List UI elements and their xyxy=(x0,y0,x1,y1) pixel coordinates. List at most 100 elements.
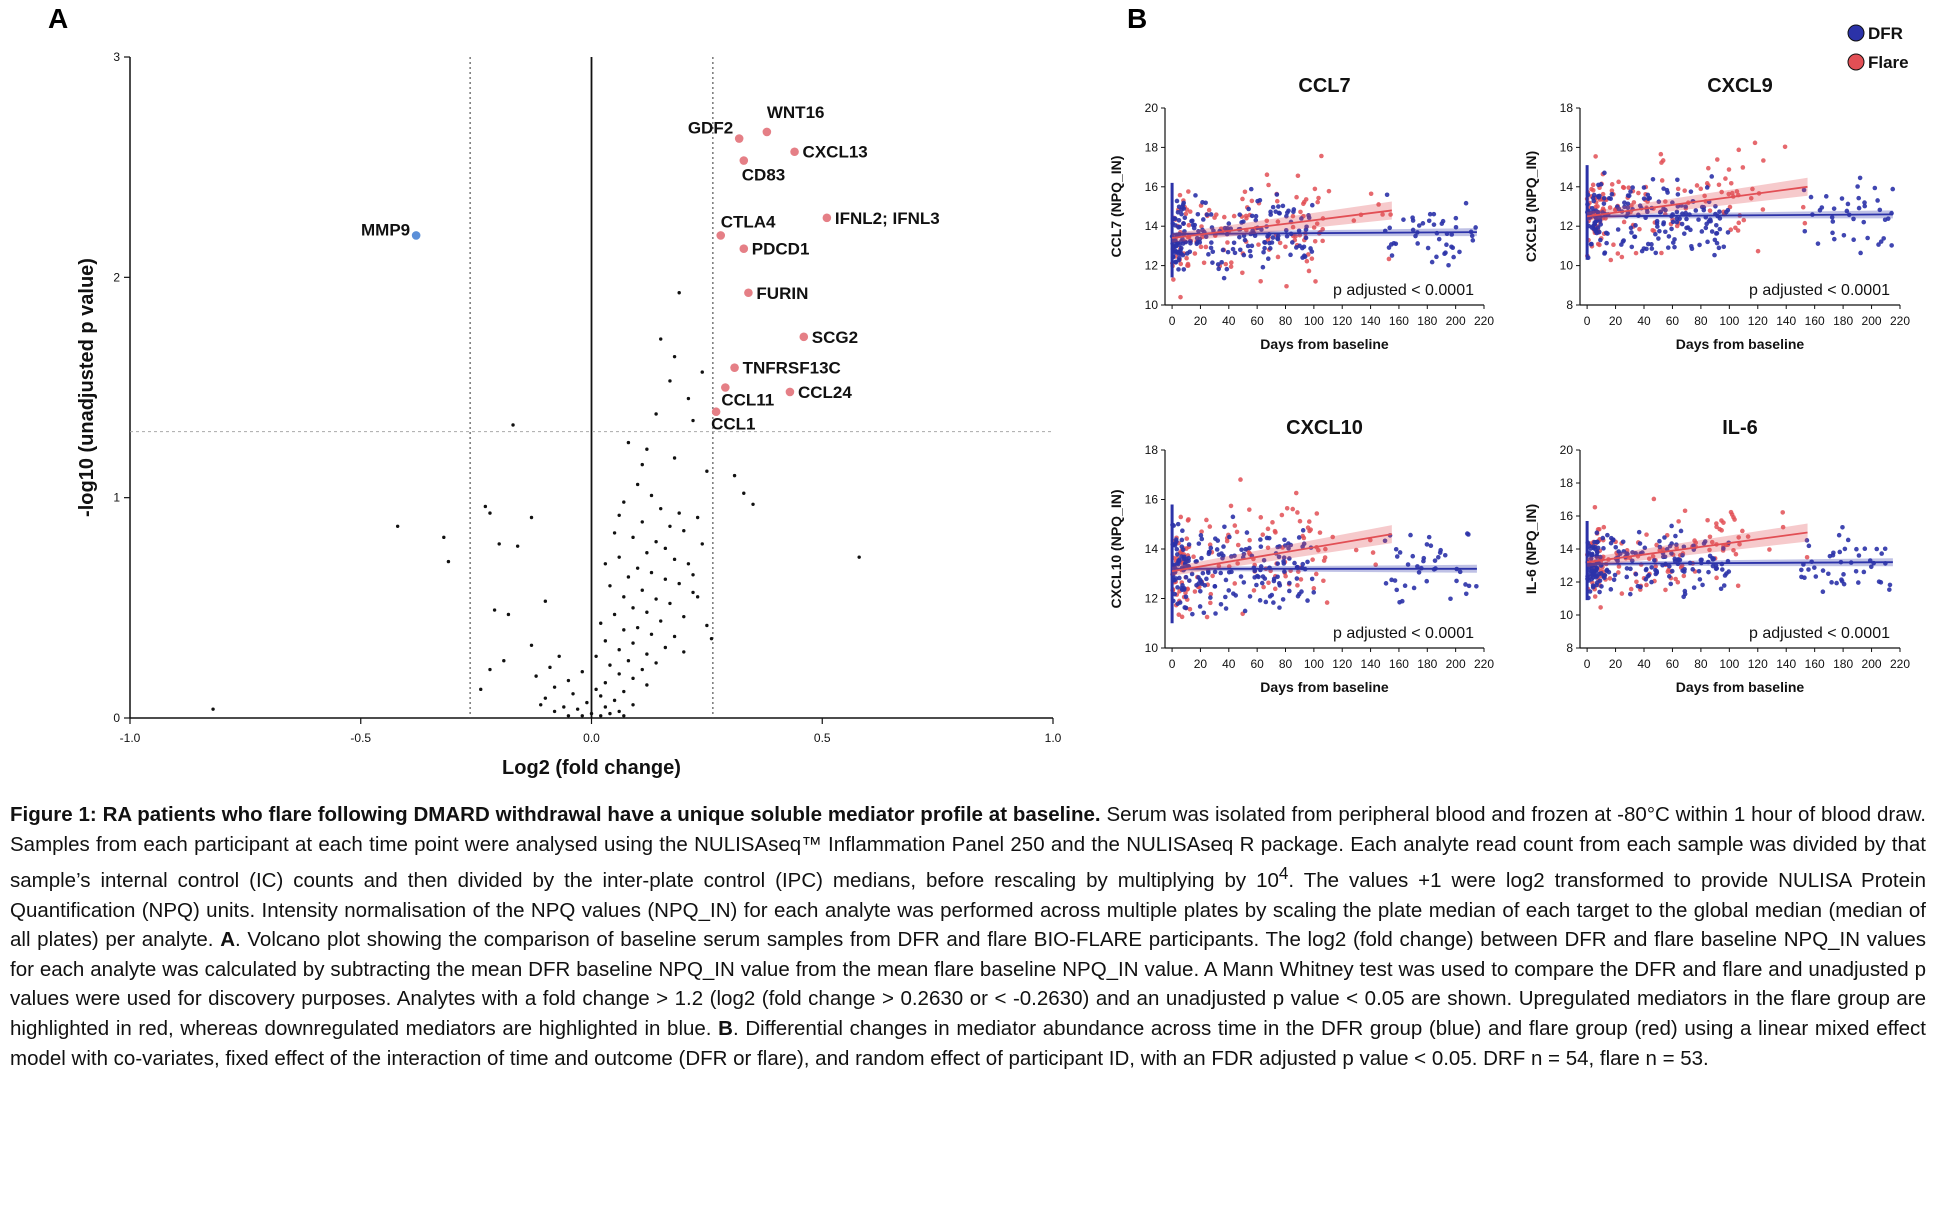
time-plot-dfr-point xyxy=(1649,242,1654,247)
time-plot-dfr-point xyxy=(1179,211,1184,217)
time-plot-dfr-point xyxy=(1291,209,1296,215)
time-plot-flare-point xyxy=(1186,517,1191,522)
time-plot-flare-point xyxy=(1702,193,1707,199)
volcano-point xyxy=(663,577,668,581)
time-plot-flare-point xyxy=(1234,529,1240,535)
time-plot-flare-point xyxy=(1225,240,1230,245)
time-plot-dfr-point xyxy=(1209,225,1215,230)
time-plot-dfr-point xyxy=(1172,591,1178,597)
time-plot-dfr-point xyxy=(1180,252,1186,258)
time-plot-flare-point xyxy=(1224,538,1230,544)
time-plot-dfr-point xyxy=(1282,569,1287,574)
time-plot-flare-point xyxy=(1314,511,1320,516)
time-plot-flare-point xyxy=(1745,534,1751,539)
time-plot-dfr-point xyxy=(1615,227,1621,232)
time-plot-dfr-point xyxy=(1436,236,1442,242)
time-plot-dfr-point xyxy=(1721,583,1727,588)
volcano-point-label: CXCL13 xyxy=(803,143,868,162)
time-plot-dfr-point xyxy=(1239,547,1244,553)
time-plot-dfr-point xyxy=(1868,564,1874,570)
flare-ci-band xyxy=(1172,525,1392,576)
time-plot-dfr-point xyxy=(1817,207,1823,213)
time-plot-x-tick-label: 60 xyxy=(1666,314,1680,328)
time-plot-flare-point xyxy=(1290,506,1296,512)
time-plot-dfr-point xyxy=(1466,583,1472,589)
time-plot-dfr-point xyxy=(1681,544,1687,550)
volcano-point xyxy=(617,513,621,517)
volcano-point xyxy=(626,659,631,663)
time-plot-flare-point xyxy=(1315,199,1320,205)
time-plot-dfr-point xyxy=(1704,221,1709,227)
time-plot-dfr-point xyxy=(1662,535,1667,540)
time-plot-dfr-point xyxy=(1274,192,1280,197)
time-plot-dfr-point xyxy=(1226,588,1232,593)
time-plot-dfr-point xyxy=(1628,566,1633,572)
time-plot-flare-point xyxy=(1192,251,1198,256)
time-plot-dfr-point xyxy=(1299,216,1304,221)
time-plot-dfr-point xyxy=(1187,249,1193,255)
time-plot-dfr-point xyxy=(1613,544,1619,550)
time-plot-flare-point xyxy=(1242,189,1248,195)
time-plot-flare-point xyxy=(1311,225,1317,230)
time-plot-dfr-point xyxy=(1876,579,1882,584)
time-plot-dfr-point xyxy=(1717,226,1723,232)
time-plot-dfr-point xyxy=(1287,580,1292,586)
time-plot-dfr-point xyxy=(1449,244,1454,250)
time-plot-flare-point xyxy=(1235,542,1241,548)
volcano-point xyxy=(635,566,640,570)
time-plot-flare-point xyxy=(1666,567,1671,573)
time-plot-dfr-point xyxy=(1270,204,1276,210)
volcano-point xyxy=(631,535,635,540)
time-plot-dfr-point xyxy=(1443,250,1448,256)
time-plot-dfr-point xyxy=(1179,537,1185,543)
time-plot-dfr-point xyxy=(1644,246,1649,252)
time-plot-flare-point xyxy=(1243,213,1249,219)
volcano-point xyxy=(649,570,654,575)
time-plot-dfr-point xyxy=(1614,204,1620,209)
time-plot-flare-point xyxy=(1717,526,1722,532)
volcano-point xyxy=(659,619,663,623)
time-plot-dfr-point xyxy=(1438,547,1443,553)
time-plot-dfr-point xyxy=(1646,573,1652,578)
time-plot-flare-point xyxy=(1272,586,1278,592)
time-plot-dfr-point xyxy=(1682,566,1687,572)
time-plot-flare-point xyxy=(1741,217,1747,223)
time-plot-flare-point xyxy=(1238,477,1243,482)
time-plot-flare-point xyxy=(1210,573,1215,579)
volcano-highlighted-point xyxy=(744,288,753,298)
time-plot-dfr-point xyxy=(1237,234,1242,240)
time-plot-dfr-point xyxy=(1675,192,1681,197)
time-plot-x-tick-label: 200 xyxy=(1446,657,1466,671)
time-plot-flare-point xyxy=(1312,238,1318,244)
time-plot-dfr-point xyxy=(1696,217,1701,222)
time-plot-dfr-point xyxy=(1721,546,1726,551)
time-plot-dfr-point xyxy=(1393,241,1399,247)
time-plot-flare-point xyxy=(1274,198,1280,204)
volcano-point xyxy=(640,520,644,524)
time-plot-flare-point xyxy=(1207,524,1213,529)
volcano-point xyxy=(695,515,700,520)
time-plot-flare-point xyxy=(1598,605,1603,610)
time-plot-x-tick-label: 220 xyxy=(1890,657,1910,671)
time-plot-flare-point xyxy=(1184,255,1189,261)
time-plot-dfr-point xyxy=(1444,242,1449,248)
volcano-highlighted-point xyxy=(411,231,421,240)
volcano-point xyxy=(211,707,215,711)
volcano-point-label: PDCD1 xyxy=(752,240,810,259)
time-plot-flare-point xyxy=(1659,178,1665,183)
time-plot-dfr-point xyxy=(1303,235,1309,241)
volcano-point xyxy=(677,511,681,515)
time-plot-y-tick-label: 14 xyxy=(1145,219,1159,233)
time-plot-dfr-point xyxy=(1196,575,1201,580)
time-plot-dfr-point xyxy=(1210,249,1216,255)
time-plot-flare-point xyxy=(1658,151,1664,157)
time-plot-flare-point xyxy=(1682,188,1688,193)
time-plot-flare-point xyxy=(1266,580,1271,586)
time-plot-dfr-point xyxy=(1258,544,1264,549)
time-plot-flare-point xyxy=(1297,518,1303,524)
volcano-point xyxy=(654,412,658,416)
time-plot-dfr-point xyxy=(1600,535,1606,541)
time-plot-dfr-point xyxy=(1710,563,1716,569)
time-plot-dfr-point xyxy=(1296,228,1302,234)
time-plot-flare-point xyxy=(1208,600,1213,606)
